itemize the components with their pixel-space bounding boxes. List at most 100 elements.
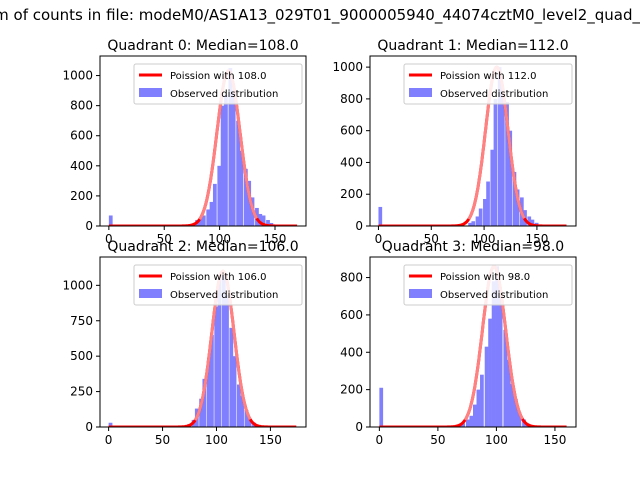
axes-frame [99, 55, 307, 227]
hist-bar [515, 189, 520, 226]
hist-bar [527, 216, 532, 226]
subplot-title: Quadrant 2: Median=106.0 [107, 239, 298, 255]
y-tick-label: 1000 [332, 60, 363, 74]
legend-patch-swatch [409, 289, 432, 298]
y-tick-label: 600 [70, 129, 93, 143]
x-tick-label: 150 [543, 433, 566, 447]
hist-bar [261, 215, 266, 226]
subplot-2: 0 50 100 150 0 250 500 750 1000 Quadrant 2: Media… [62, 239, 307, 447]
legend-label-observed: Observed distribution [170, 290, 278, 301]
hist-bar [247, 418, 252, 427]
hist-bar [517, 412, 522, 427]
x-tick-label: 0 [105, 433, 113, 447]
hist-bar [217, 165, 222, 226]
x-tick-label: 100 [473, 232, 496, 246]
x-tick-label: 150 [525, 232, 548, 246]
x-tick-label: 50 [157, 232, 172, 246]
hist-bar [508, 130, 513, 226]
hist-bar [240, 395, 244, 427]
y-tick-label: 750 [70, 314, 93, 328]
hist-bar [232, 356, 237, 427]
hist-bar [476, 389, 481, 427]
x-tick-label: 150 [264, 232, 287, 246]
hist-bar [506, 359, 511, 427]
hist-bar [217, 278, 222, 427]
hist-bar [201, 215, 206, 226]
y-tick-label: 400 [340, 345, 363, 359]
hist-bar [469, 415, 474, 427]
hist-bar [510, 384, 515, 427]
legend-patch-swatch [139, 289, 162, 298]
hist-bar [530, 219, 535, 226]
hist-bar [471, 221, 476, 226]
hist-bar [465, 419, 470, 427]
hist-bar [503, 329, 508, 427]
hist-bar [206, 360, 211, 427]
legend-box [403, 264, 573, 306]
hist-bar [231, 90, 236, 226]
hist-bar [461, 423, 466, 427]
suptitle-text: Histogram of counts in file: modeM0/AS1A… [0, 6, 640, 24]
x-tick-label: 0 [376, 433, 384, 447]
x-tick-label: 100 [205, 433, 228, 447]
hist-bar [239, 150, 244, 226]
y-tick-label: 1000 [62, 278, 93, 292]
hist-bar [266, 219, 270, 226]
legend-label-observed: Observed distribution [170, 89, 278, 100]
subplot-1: 0 50 100 150 0 200 400 600 800 1000 Quadrant 1: Me… [332, 38, 577, 246]
y-tick-label: 0 [85, 420, 93, 434]
hist-bar [475, 216, 480, 226]
subplot-0: 0 50 100 150 0 200 400 600 800 1000 Quadrant 0: Me… [62, 38, 307, 246]
hist-bar [221, 275, 226, 427]
y-tick-label: 0 [355, 219, 363, 233]
hist-bar [488, 318, 492, 427]
axes-frame [369, 256, 577, 428]
hist-bar [478, 208, 483, 226]
hist-bar [483, 198, 487, 226]
y-tick-label: 800 [340, 92, 363, 106]
x-tick-label: 100 [208, 232, 231, 246]
hist-bar [258, 213, 263, 226]
x-tick-label: 0 [105, 232, 113, 246]
subplot-title: Quadrant 3: Median=98.0 [382, 239, 564, 255]
hist-bar [108, 422, 113, 427]
legend-label-observed: Observed distribution [440, 89, 548, 100]
plot-area-0 [107, 68, 299, 226]
x-tick-label: 50 [155, 433, 170, 447]
legend-label-poisson: Poission with 106.0 [170, 272, 266, 283]
hist-bar [484, 346, 489, 427]
hist-bar [495, 266, 499, 427]
x-tick-label: 50 [430, 433, 445, 447]
x-tick-label: 0 [375, 232, 383, 246]
hist-bar [497, 67, 502, 226]
hist-bar [212, 183, 217, 226]
y-tick-label: 400 [340, 155, 363, 169]
hist-bar [490, 149, 495, 226]
legend-box [133, 264, 303, 306]
hist-bar [486, 181, 490, 226]
y-tick-label: 600 [340, 308, 363, 322]
hist-bar [108, 215, 113, 226]
hist-bar [229, 327, 234, 427]
hist-bar [247, 180, 252, 226]
hist-bar [500, 89, 505, 226]
hist-bar [228, 68, 233, 226]
hist-bar [224, 95, 228, 226]
hist-bar [214, 306, 219, 427]
hist-bar [225, 295, 229, 427]
hist-bar [210, 334, 214, 427]
x-tick-label: 50 [424, 232, 439, 246]
subplot-3: 0 50 100 150 0 200 400 600 800 Quadrant 3: Median… [340, 239, 577, 447]
hist-bar [236, 120, 240, 226]
y-tick-label: 600 [340, 124, 363, 138]
y-tick-label: 800 [340, 271, 363, 285]
y-tick-label: 200 [70, 189, 93, 203]
x-tick-label: 100 [485, 433, 508, 447]
hist-bar [202, 378, 207, 427]
y-tick-label: 0 [85, 219, 93, 233]
axes-frame [369, 55, 577, 227]
subplot-title: Quadrant 0: Median=108.0 [107, 38, 298, 54]
legend-patch-swatch [139, 88, 162, 97]
hist-bar [220, 105, 225, 226]
